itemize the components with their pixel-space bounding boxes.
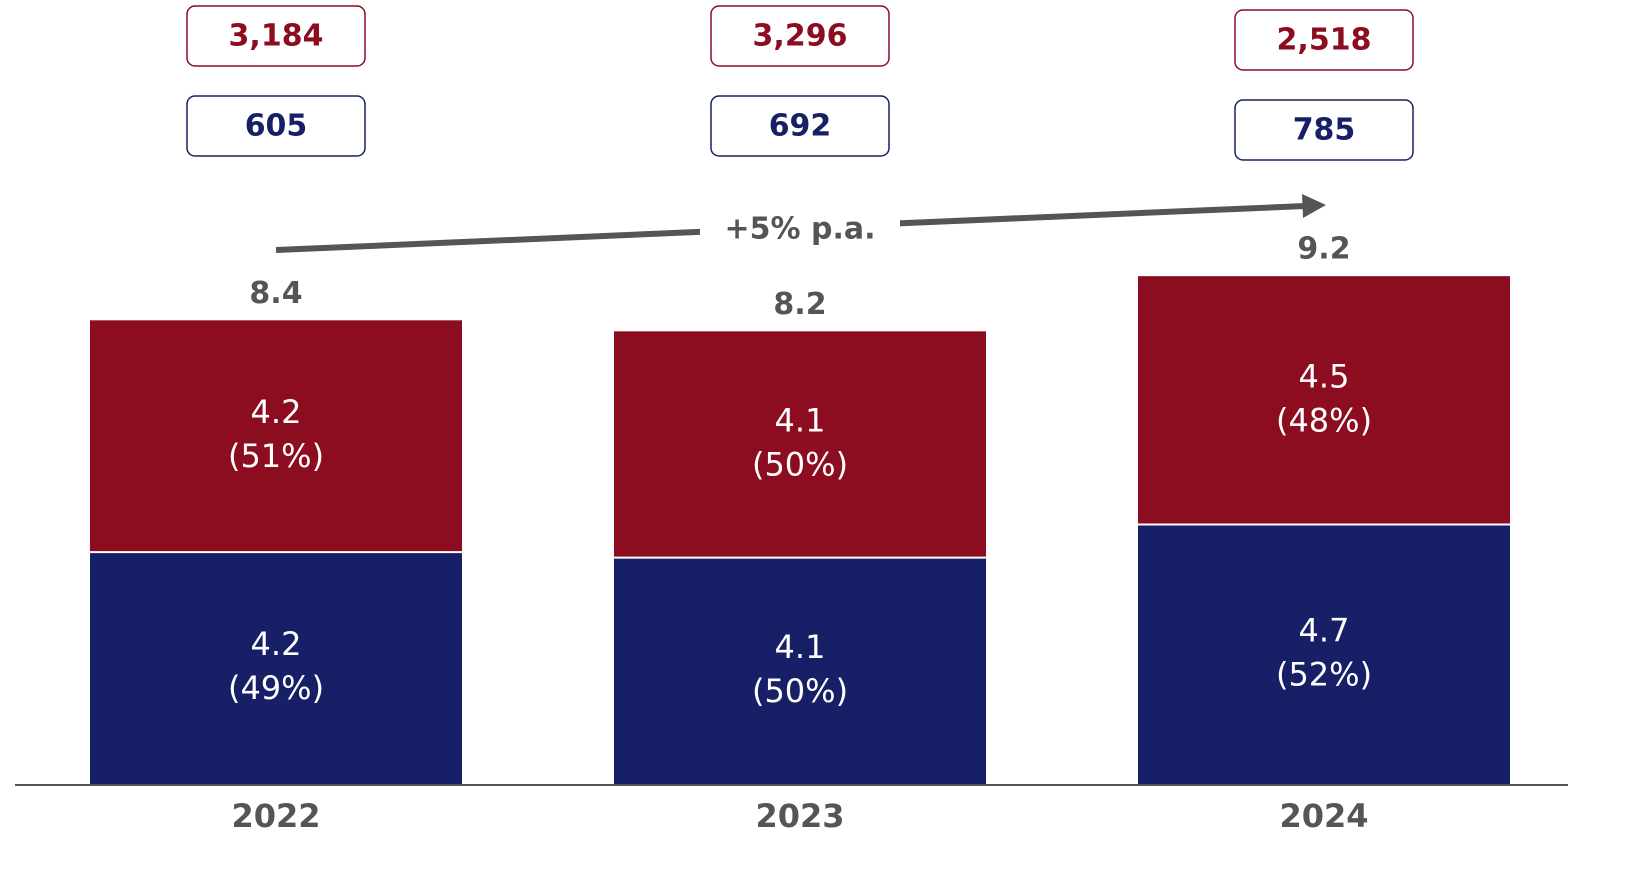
box-label: 785 bbox=[1293, 113, 1356, 148]
bar-segment bbox=[90, 552, 462, 784]
arrow-head bbox=[1302, 194, 1326, 218]
segment-value: 4.1 bbox=[775, 628, 826, 666]
segment-value: 4.7 bbox=[1299, 611, 1350, 649]
value-box bbox=[1234, 99, 1414, 161]
segment-share: (51%) bbox=[228, 437, 324, 475]
segment-share: (50%) bbox=[752, 672, 848, 710]
bar-segment bbox=[614, 557, 986, 784]
value-box bbox=[186, 95, 366, 157]
x-tick-label: 2022 bbox=[231, 797, 320, 835]
box-label: 692 bbox=[769, 109, 832, 144]
bar-segment bbox=[1138, 276, 1510, 525]
segment-value: 4.5 bbox=[1299, 357, 1350, 395]
segment-share: (50%) bbox=[752, 446, 848, 484]
x-tick-label: 2023 bbox=[755, 797, 844, 835]
bar-segment bbox=[1138, 524, 1510, 784]
x-tick-label: 2024 bbox=[1279, 797, 1368, 835]
box-label: 2,518 bbox=[1277, 23, 1372, 58]
annotation: +5% p.a. bbox=[724, 212, 875, 247]
segment-share: (52%) bbox=[1276, 655, 1372, 693]
segment-share: (49%) bbox=[228, 669, 324, 707]
segment-share: (48%) bbox=[1276, 401, 1372, 439]
annotation-bg bbox=[700, 205, 900, 255]
segment-value: 4.2 bbox=[251, 393, 302, 431]
value-box bbox=[1234, 9, 1414, 71]
box-label: 3,296 bbox=[753, 19, 848, 54]
bar-segment bbox=[90, 320, 462, 553]
box-label: 605 bbox=[245, 109, 308, 144]
value-box bbox=[186, 5, 366, 67]
value-box bbox=[710, 5, 890, 67]
total-label: 8.4 bbox=[249, 276, 302, 311]
bar-segment bbox=[614, 331, 986, 558]
segment-value: 4.1 bbox=[775, 402, 826, 440]
segment-value: 4.2 bbox=[251, 625, 302, 663]
box-label: 3,184 bbox=[229, 19, 324, 54]
total-label: 9.2 bbox=[1297, 232, 1350, 267]
total-label: 8.2 bbox=[773, 287, 826, 322]
value-box bbox=[710, 95, 890, 157]
